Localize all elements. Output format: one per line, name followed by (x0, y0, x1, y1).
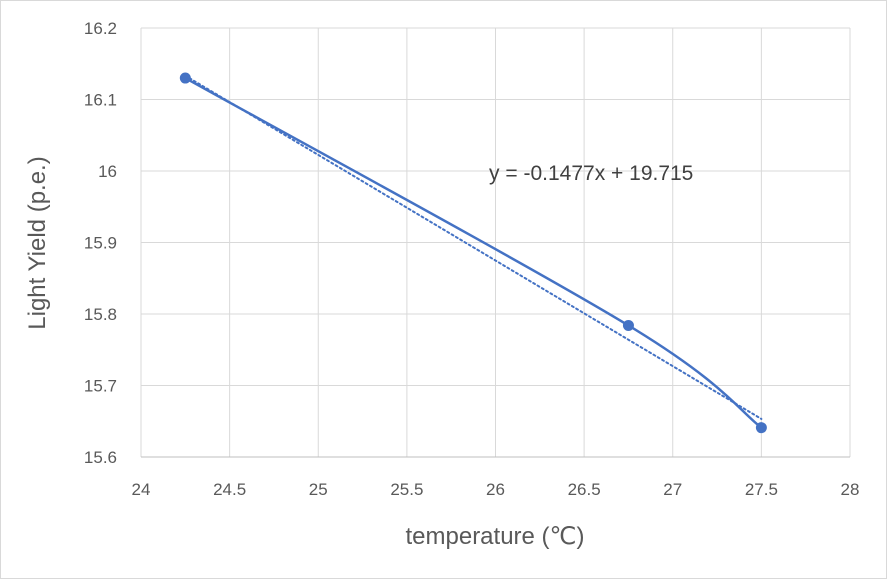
y-tick-label: 15.6 (84, 448, 117, 467)
y-tick-label: 16 (98, 162, 117, 181)
y-tick-label: 15.9 (84, 234, 117, 253)
y-tick-label: 15.7 (84, 377, 117, 396)
series-group (179, 72, 767, 434)
trendline (184, 74, 763, 420)
data-point (755, 422, 767, 434)
axes (140, 28, 850, 458)
trendline-group (184, 74, 763, 420)
trendline-equation: y = -0.1477x + 19.715 (489, 162, 693, 185)
y-tick-label: 15.8 (84, 305, 117, 324)
y-tick-label: 16.2 (84, 19, 117, 38)
y-tick-labels: 15.6 15.7 15.8 15.9 16 16.1 16.2 (84, 19, 117, 467)
x-tick-label: 25.5 (390, 480, 423, 499)
data-point (179, 72, 191, 84)
x-tick-label: 28 (841, 480, 860, 499)
x-tick-label: 27 (663, 480, 682, 499)
x-axis-title: temperature (℃) (405, 523, 584, 550)
x-tick-label: 24.5 (213, 480, 246, 499)
x-tick-label: 26 (486, 480, 505, 499)
series-line (184, 76, 763, 429)
gridlines (141, 27, 851, 457)
x-tick-labels: 24 24.5 25 25.5 26 26.5 27 27.5 28 (132, 480, 860, 499)
data-point (622, 319, 634, 331)
x-tick-label: 27.5 (745, 480, 778, 499)
y-tick-label: 16.1 (84, 91, 117, 110)
x-tick-label: 24 (132, 480, 151, 499)
y-axis-title: Light Yield (p.e.) (24, 156, 51, 329)
x-tick-label: 26.5 (568, 480, 601, 499)
x-tick-label: 25 (309, 480, 328, 499)
